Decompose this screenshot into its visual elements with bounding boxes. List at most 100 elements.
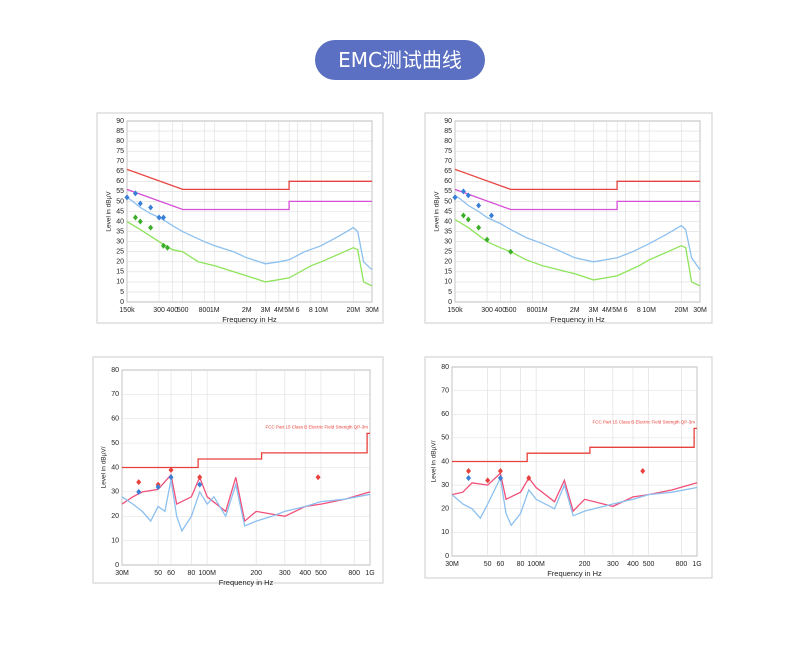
x-tick-label: 3M bbox=[589, 307, 599, 314]
trace bbox=[454, 218, 701, 287]
x-tick-label: 60 bbox=[497, 561, 505, 568]
x-tick-label: 150k bbox=[119, 307, 135, 314]
y-tick-label: 70 bbox=[116, 158, 124, 165]
x-tick-label: 400 bbox=[299, 570, 311, 577]
y-tick-label: 40 bbox=[444, 218, 452, 225]
trace bbox=[454, 168, 700, 191]
x-axis-label: Frequency in Hz bbox=[219, 578, 274, 587]
y-tick-label: 45 bbox=[444, 208, 452, 215]
y-tick-label: 65 bbox=[444, 168, 452, 175]
marker bbox=[136, 479, 142, 486]
marker bbox=[488, 212, 494, 219]
trace bbox=[451, 472, 698, 513]
x-tick-label: 500 bbox=[177, 307, 189, 314]
trace bbox=[121, 479, 371, 533]
x-tick-label: 2M bbox=[570, 307, 580, 314]
y-tick-label: 20 bbox=[116, 259, 124, 266]
marker bbox=[476, 202, 482, 209]
marker bbox=[148, 224, 154, 231]
x-tick-label: 300 bbox=[607, 561, 619, 568]
y-tick-label: 0 bbox=[115, 562, 119, 569]
limit-annotation: FCC Part 15 Class B Electric Field Stren… bbox=[592, 420, 695, 425]
marker bbox=[497, 475, 503, 482]
marker bbox=[526, 475, 532, 482]
marker bbox=[132, 190, 138, 197]
x-tick-label: 5M bbox=[612, 307, 622, 314]
y-tick-label: 55 bbox=[444, 188, 452, 195]
y-tick-label: 40 bbox=[111, 464, 119, 471]
marker bbox=[466, 475, 472, 482]
y-axis-label: Level in dBµV bbox=[434, 191, 441, 232]
y-tick-label: 65 bbox=[116, 168, 124, 175]
y-tick-label: 0 bbox=[120, 299, 124, 306]
y-tick-label: 85 bbox=[444, 128, 452, 135]
y-tick-label: 35 bbox=[444, 228, 452, 235]
marker bbox=[476, 224, 482, 231]
y-tick-label: 25 bbox=[116, 249, 124, 256]
x-tick-label: 300 bbox=[153, 307, 165, 314]
marker bbox=[160, 242, 166, 249]
x-tick-label: 150k bbox=[447, 307, 463, 314]
x-tick-label: 80 bbox=[517, 561, 525, 568]
y-axis-label: Level in dBµV/ bbox=[101, 446, 108, 488]
x-tick-label: 60 bbox=[167, 570, 175, 577]
y-tick-label: 60 bbox=[441, 411, 449, 418]
marker bbox=[137, 200, 143, 207]
x-tick-label: 500 bbox=[505, 307, 517, 314]
marker bbox=[640, 467, 646, 474]
y-tick-label: 70 bbox=[111, 391, 119, 398]
x-tick-label: 80 bbox=[187, 570, 195, 577]
x-tick-label: 6 bbox=[296, 307, 300, 314]
marker bbox=[168, 466, 174, 473]
y-tick-label: 75 bbox=[444, 148, 452, 155]
y-tick-label: 50 bbox=[441, 435, 449, 442]
x-tick-label: 3M bbox=[261, 307, 271, 314]
x-tick-label: 50 bbox=[484, 561, 492, 568]
x-tick-label: 20M bbox=[674, 307, 688, 314]
y-tick-label: 85 bbox=[116, 128, 124, 135]
trace bbox=[452, 427, 697, 463]
marker bbox=[160, 214, 166, 221]
y-tick-label: 20 bbox=[111, 513, 119, 520]
y-tick-label: 30 bbox=[441, 482, 449, 489]
y-tick-label: 55 bbox=[116, 188, 124, 195]
y-tick-label: 45 bbox=[116, 208, 124, 215]
trace bbox=[454, 194, 701, 271]
trace bbox=[451, 475, 698, 527]
marker bbox=[164, 244, 170, 251]
marker bbox=[132, 214, 138, 221]
y-tick-label: 60 bbox=[111, 416, 119, 423]
x-tick-label: 4M bbox=[274, 307, 284, 314]
marker bbox=[124, 194, 130, 201]
y-tick-label: 75 bbox=[116, 148, 124, 155]
y-axis-label: Level in dBµV/ bbox=[431, 440, 438, 482]
y-tick-label: 10 bbox=[441, 529, 449, 536]
marker bbox=[197, 481, 203, 488]
marker bbox=[168, 474, 174, 481]
marker bbox=[315, 474, 321, 481]
y-tick-label: 80 bbox=[444, 138, 452, 145]
y-tick-label: 15 bbox=[444, 269, 452, 276]
x-tick-label: 30M bbox=[693, 307, 707, 314]
y-tick-label: 15 bbox=[116, 269, 124, 276]
marker bbox=[485, 477, 491, 484]
x-tick-label: 2M bbox=[242, 307, 252, 314]
trace bbox=[126, 168, 372, 191]
y-tick-label: 80 bbox=[111, 367, 119, 374]
y-tick-label: 10 bbox=[116, 279, 124, 286]
x-tick-label: 400 bbox=[495, 307, 507, 314]
x-tick-label: 1M bbox=[538, 307, 548, 314]
y-tick-label: 20 bbox=[441, 506, 449, 513]
y-tick-label: 30 bbox=[111, 489, 119, 496]
x-tick-label: 1G bbox=[365, 570, 374, 577]
marker bbox=[156, 214, 162, 221]
x-tick-label: 10M bbox=[314, 307, 328, 314]
trace bbox=[122, 432, 370, 469]
y-tick-label: 70 bbox=[444, 158, 452, 165]
x-tick-label: 200 bbox=[579, 561, 591, 568]
x-tick-label: 100M bbox=[527, 561, 545, 568]
x-tick-label: 200 bbox=[250, 570, 262, 577]
x-tick-label: 10M bbox=[642, 307, 656, 314]
x-tick-label: 50 bbox=[154, 570, 162, 577]
